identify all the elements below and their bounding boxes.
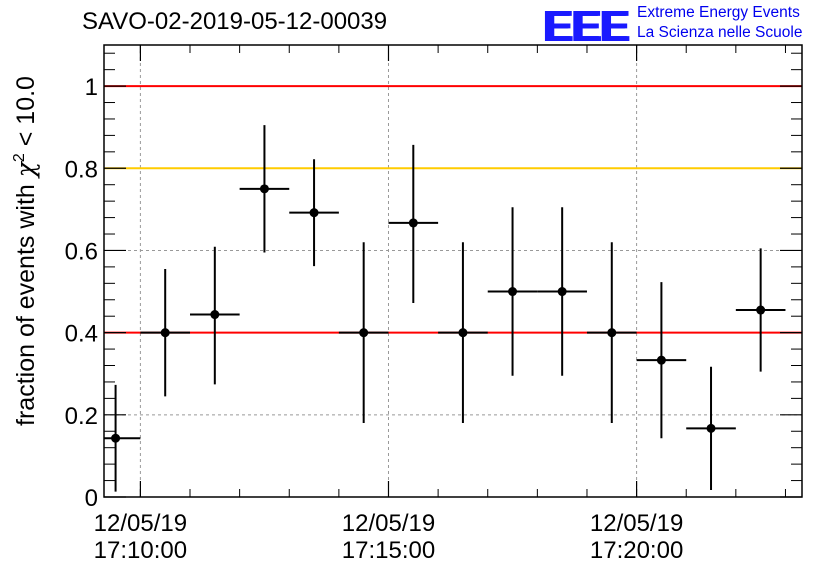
x-tick-label-date: 12/05/19 bbox=[94, 510, 187, 537]
y-tick-label: 1 bbox=[85, 74, 98, 101]
page-title: SAVO-02-2019-05-12-00039 bbox=[82, 8, 388, 35]
y-axis-label-sup: 2 bbox=[11, 153, 28, 162]
y-axis-label-main: fraction of events with bbox=[12, 177, 40, 426]
x-tick-label-date: 12/05/19 bbox=[342, 510, 435, 537]
logo-text-line2: La Scienza nelle Scuole bbox=[637, 24, 803, 41]
data-point bbox=[259, 184, 269, 194]
plot-frame bbox=[103, 44, 803, 498]
data-point bbox=[111, 433, 121, 443]
y-axis-label: fraction of events with χ2 < 10.0 bbox=[11, 76, 40, 426]
y-tick-label: 0.6 bbox=[65, 238, 98, 265]
x-tick-label-date: 12/05/19 bbox=[590, 510, 683, 537]
y-tick-label: 0.4 bbox=[65, 321, 98, 348]
data-point bbox=[557, 287, 567, 297]
y-tick-label: 0 bbox=[85, 485, 98, 512]
eee-logo: EEE bbox=[543, 2, 629, 51]
data-point bbox=[210, 310, 220, 320]
data-series bbox=[104, 125, 786, 492]
data-point bbox=[607, 328, 617, 338]
data-point bbox=[309, 208, 319, 218]
x-tick-label-time: 17:15:00 bbox=[342, 537, 435, 564]
data-point bbox=[756, 305, 766, 315]
axes: 00.20.40.60.8112/05/1917:10:0012/05/1917… bbox=[65, 45, 802, 564]
x-tick-label-time: 17:10:00 bbox=[94, 537, 187, 564]
data-point bbox=[408, 218, 418, 228]
x-tick-label-time: 17:20:00 bbox=[590, 537, 683, 564]
reference-lines bbox=[104, 85, 802, 334]
y-tick-label: 0.2 bbox=[65, 403, 98, 430]
data-point bbox=[656, 355, 666, 365]
y-axis-label-symbol: χ bbox=[11, 160, 40, 179]
y-axis-label-tail: < 10.0 bbox=[12, 76, 40, 153]
data-point bbox=[508, 287, 518, 297]
data-point bbox=[706, 423, 716, 433]
data-point bbox=[458, 328, 468, 338]
data-point bbox=[160, 328, 170, 338]
logo-text-line1: Extreme Energy Events bbox=[637, 4, 800, 21]
y-tick-label: 0.8 bbox=[65, 156, 98, 183]
data-point bbox=[359, 328, 369, 338]
